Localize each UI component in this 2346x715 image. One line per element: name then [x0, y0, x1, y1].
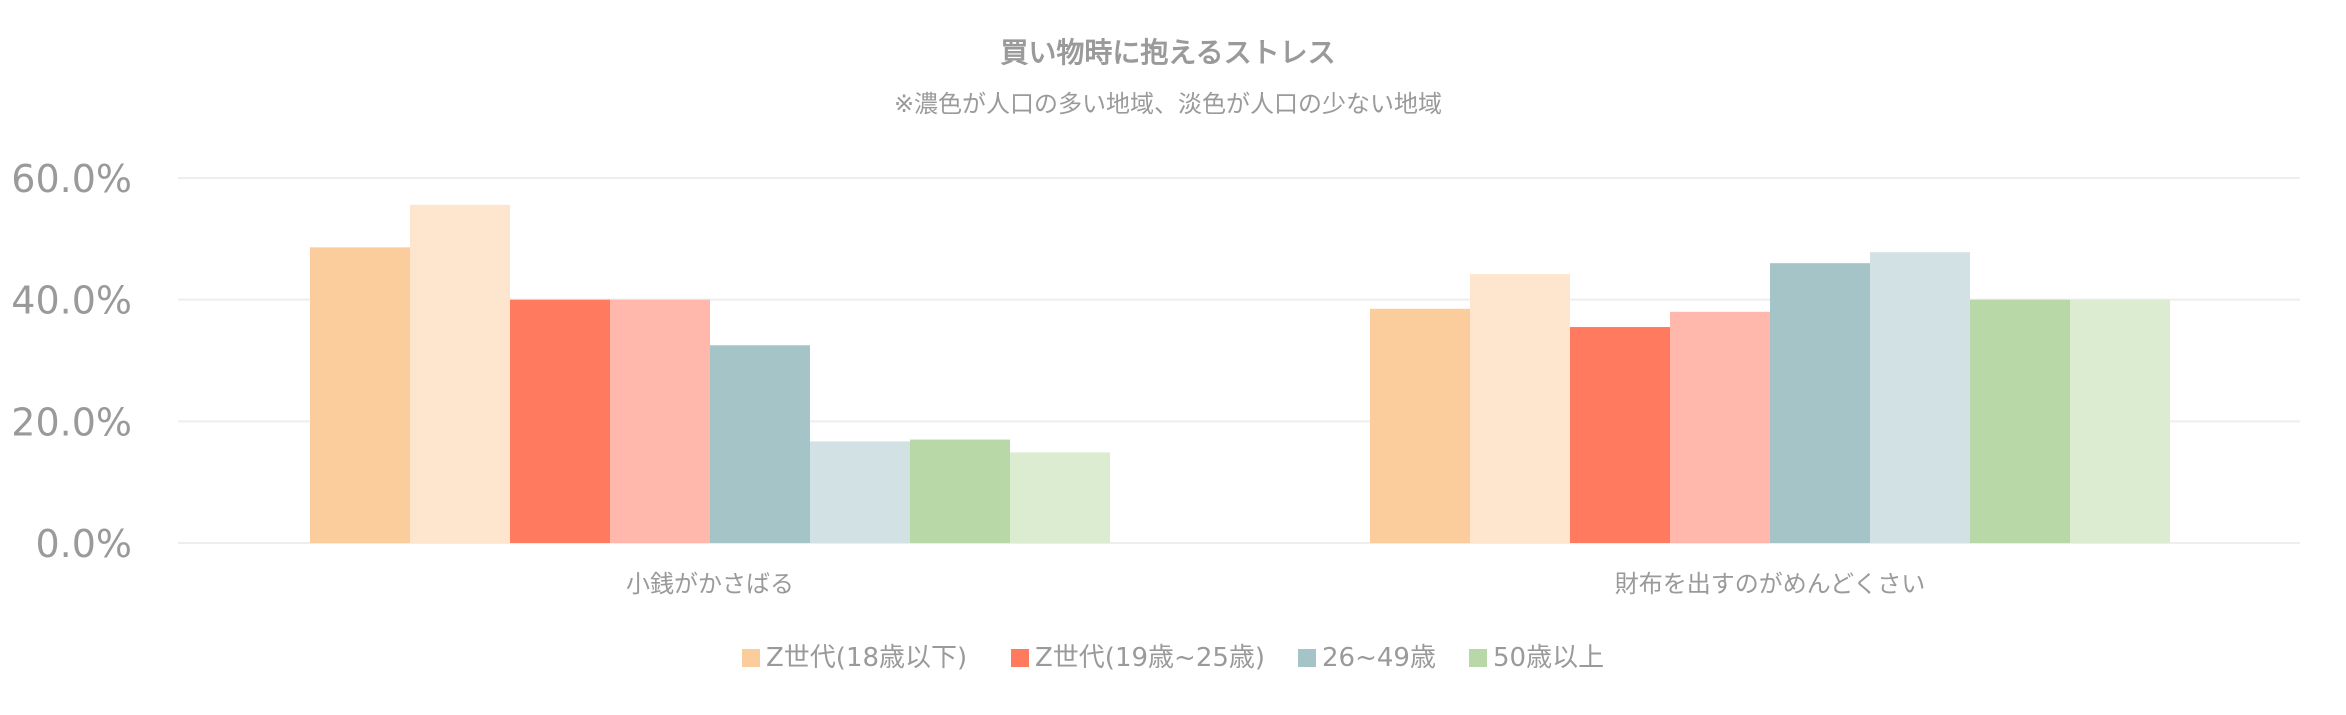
x-axis-labels: 小銭がかさばる 財布を出すのがめんどくさい — [626, 570, 1925, 598]
bar[interactable] — [1570, 327, 1670, 543]
legend-swatch — [1298, 649, 1316, 667]
legend-label: Z世代(18歳以下) — [766, 643, 967, 673]
legend-item[interactable]: Z世代(19歳~25歳) — [1011, 643, 1265, 673]
legend-swatch — [1011, 649, 1029, 667]
y-tick-label: 20.0% — [11, 400, 132, 444]
chart-subtitle: ※濃色が人口の多い地域、淡色が人口の少ない地域 — [894, 90, 1442, 118]
bars — [310, 204, 2170, 543]
bar[interactable] — [1470, 274, 1570, 543]
bar[interactable] — [1770, 263, 1870, 543]
legend-label: 26~49歳 — [1322, 643, 1436, 673]
y-tick-label: 40.0% — [11, 279, 132, 323]
bar[interactable] — [910, 439, 1010, 543]
legend-item[interactable]: 26~49歳 — [1298, 643, 1436, 673]
chart-title: 買い物時に抱えるストレス — [1000, 36, 1335, 69]
bar[interactable] — [1370, 308, 1470, 543]
legend-label: 50歳以上 — [1493, 643, 1604, 673]
bar[interactable] — [510, 299, 610, 543]
bar[interactable] — [310, 247, 410, 543]
bar[interactable] — [410, 204, 510, 543]
bar[interactable] — [610, 299, 710, 543]
legend-item[interactable]: Z世代(18歳以下) — [742, 643, 967, 673]
bar[interactable] — [1870, 252, 1970, 543]
bar[interactable] — [2070, 299, 2170, 543]
legend-item[interactable]: 50歳以上 — [1469, 643, 1604, 673]
legend-swatch — [1469, 649, 1487, 667]
legend-label: Z世代(19歳~25歳) — [1035, 643, 1265, 673]
y-tick-label: 60.0% — [11, 157, 132, 201]
legend-swatch — [742, 649, 760, 667]
bar[interactable] — [710, 345, 810, 543]
y-tick-label: 0.0% — [35, 522, 132, 566]
y-axis-ticks: 0.0% 20.0% 40.0% 60.0% — [11, 157, 132, 566]
x-tick-label: 財布を出すのがめんどくさい — [1615, 570, 1926, 598]
bar[interactable] — [1970, 299, 2070, 543]
bar[interactable] — [1010, 452, 1110, 543]
x-tick-label: 小銭がかさばる — [626, 570, 794, 598]
bar[interactable] — [810, 441, 910, 543]
bar[interactable] — [1670, 311, 1770, 543]
legend[interactable]: Z世代(18歳以下) Z世代(19歳~25歳) 26~49歳 50歳以上 — [742, 643, 1604, 673]
